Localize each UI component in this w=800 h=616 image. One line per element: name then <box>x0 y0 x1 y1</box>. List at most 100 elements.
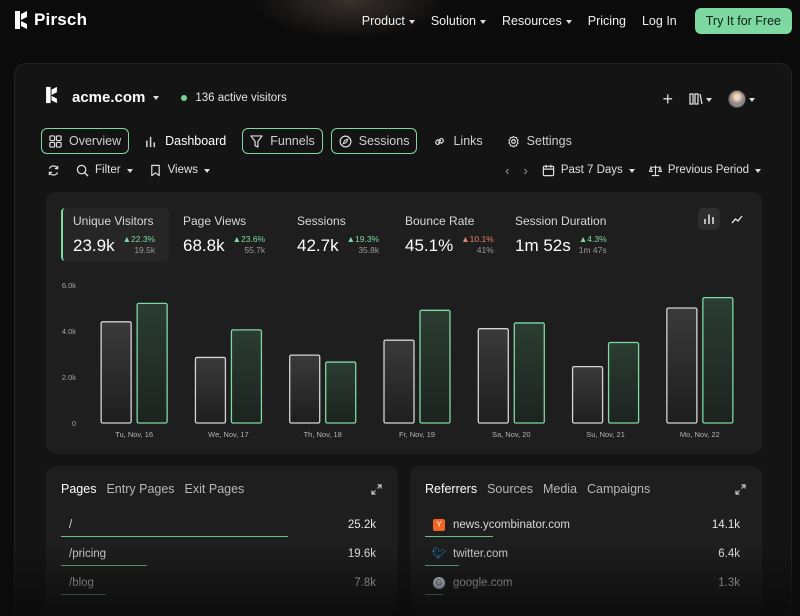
view-layout-button[interactable] <box>689 93 712 105</box>
list-item[interactable]: / 25.2k <box>61 510 376 539</box>
bar-previous-period[interactable] <box>383 339 415 424</box>
nav-label: Log In <box>641 14 677 28</box>
comparison-label: Previous Period <box>667 164 749 176</box>
brand-logo[interactable]: Pirsch <box>14 10 87 30</box>
bar-current-period[interactable] <box>325 361 357 424</box>
line-chart-toggle[interactable] <box>726 208 748 230</box>
filter-button[interactable]: Filter <box>76 164 133 177</box>
tab-label: Settings <box>526 134 572 148</box>
list-item[interactable]: 🐦︎ twitter.com 6.4k <box>425 539 740 568</box>
metric-delta: ▲10.1% <box>461 234 494 244</box>
gear-icon <box>508 135 519 147</box>
refresh-button[interactable] <box>47 164 60 177</box>
chevron-down-icon[interactable] <box>153 96 160 100</box>
metric-delta: ▲4.3% <box>578 234 607 244</box>
bar-current-period[interactable] <box>419 309 451 424</box>
bar-previous-period[interactable] <box>100 321 132 424</box>
bar-previous-period[interactable] <box>571 365 604 424</box>
referrer-count: 14.1k <box>711 518 740 531</box>
metric-value: 68.8k <box>183 236 225 255</box>
views-button[interactable]: Views <box>149 164 211 177</box>
chevron-right-icon[interactable]: › <box>523 162 528 178</box>
active-visitors[interactable]: 136 active visitors <box>195 91 287 104</box>
bar-current-period[interactable] <box>702 297 734 424</box>
tab-exit-pages[interactable]: Exit Pages <box>184 482 245 496</box>
page-path: /blog <box>69 576 94 589</box>
comparison-selector[interactable]: Previous Period <box>648 164 761 177</box>
nav-item-solution[interactable]: Solution <box>430 14 487 28</box>
date-controls: ‹ › Past 7 Days Previous Period <box>505 163 761 178</box>
tab-referrers[interactable]: Referrers <box>425 482 478 496</box>
bar-current-period[interactable] <box>136 302 168 424</box>
bar-previous-period[interactable] <box>289 354 321 424</box>
metric-delta: ▲19.3% <box>346 234 380 244</box>
user-menu[interactable] <box>728 90 755 108</box>
tab-media[interactable]: Media <box>542 482 577 496</box>
share-bar <box>61 564 148 566</box>
site-logo-icon <box>45 86 58 109</box>
expand-icon[interactable] <box>735 484 746 495</box>
y-tick-label: 2.0k <box>62 373 76 382</box>
referrer-domain: twitter.com <box>453 547 508 560</box>
nav-label: Resources <box>502 14 562 28</box>
bar-current-period[interactable] <box>607 341 640 424</box>
add-icon[interactable]: + <box>662 89 673 109</box>
tab-label: Overview <box>69 134 122 148</box>
bar-previous-period[interactable] <box>666 307 698 424</box>
x-tick-label: Th, Nov, 18 <box>304 430 342 439</box>
site-domain[interactable]: acme.com <box>72 89 146 106</box>
nav-item-pricing[interactable]: Pricing <box>588 14 626 28</box>
tab-campaigns[interactable]: Campaigns <box>587 482 651 496</box>
tab-overview[interactable]: Overview <box>41 128 130 154</box>
bar-chart-toggle[interactable] <box>698 208 720 230</box>
chevron-left-icon[interactable]: ‹ <box>505 162 510 178</box>
bar-chart-icon <box>704 214 714 224</box>
bar-current-period[interactable] <box>230 329 263 424</box>
try-free-button[interactable]: Try It for Free <box>694 8 792 34</box>
metric-delta: ▲23.6% <box>232 234 266 244</box>
page-count: 25.2k <box>347 518 376 531</box>
compass-icon <box>339 135 352 147</box>
tab-sessions[interactable]: Sessions <box>330 128 418 154</box>
tab-entry-pages[interactable]: Entry Pages <box>106 482 175 496</box>
tab-label: Links <box>453 134 483 148</box>
site-header: acme.com 136 active visitors <box>45 86 287 109</box>
page-count: 7.8k <box>354 576 376 589</box>
nav-item-login[interactable]: Log In <box>642 14 677 28</box>
metric-session-duration[interactable]: Session Duration 1m 52s ▲4.3% 1m 47s <box>505 208 635 261</box>
metric-previous: 41% <box>476 245 494 255</box>
x-tick-label: Mo, Nov, 22 <box>680 430 720 439</box>
bar-previous-period[interactable] <box>194 356 227 424</box>
tab-funnels[interactable]: Funnels <box>242 128 323 154</box>
nav-label: Solution <box>430 14 477 28</box>
tab-sources[interactable]: Sources <box>487 482 533 496</box>
page-path: / <box>69 518 73 531</box>
twitter-icon: 🐦︎ <box>432 548 446 560</box>
list-item[interactable]: /pricing 19.6k <box>61 539 376 568</box>
filter-funnel-icon <box>250 134 263 148</box>
bar-previous-period[interactable] <box>477 328 509 424</box>
date-range-selector[interactable]: Past 7 Days <box>542 164 635 177</box>
nav-item-product[interactable]: Product <box>362 14 415 28</box>
metric-previous: 35.8k <box>358 245 380 255</box>
page-count: 19.6k <box>347 547 376 560</box>
metric-unique-visitors[interactable]: Unique Visitors 23.9k ▲22.3% 19.5k <box>61 208 169 261</box>
list-item[interactable]: /blog 7.8k <box>61 568 376 597</box>
bar-current-period[interactable] <box>513 322 545 424</box>
metric-bounce-rate[interactable]: Bounce Rate 45.1% ▲10.1% 41% <box>395 208 505 261</box>
pages-card: Pages Entry Pages Exit Pages / 25.2k /pr… <box>46 466 398 616</box>
tab-pages[interactable]: Pages <box>61 482 97 496</box>
link-icon <box>435 137 445 145</box>
tab-links[interactable]: Links <box>425 128 490 154</box>
tab-settings[interactable]: Settings <box>499 128 580 154</box>
share-bar <box>425 535 494 537</box>
share-bar <box>425 593 444 595</box>
expand-icon[interactable] <box>371 484 382 495</box>
avatar <box>728 90 746 108</box>
metric-page-views[interactable]: Page Views 68.8k ▲23.6% 55.7k <box>173 208 287 261</box>
metric-sessions[interactable]: Sessions 42.7k ▲19.3% 35.8k <box>287 208 395 261</box>
nav-item-resources[interactable]: Resources <box>502 14 572 28</box>
tab-dashboard[interactable]: Dashboard <box>137 128 234 154</box>
